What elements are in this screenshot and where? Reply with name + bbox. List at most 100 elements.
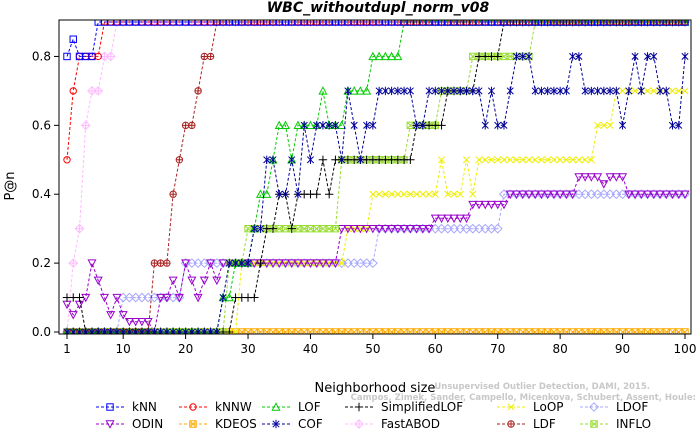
data-point-cof (219, 293, 227, 302)
legend-marker-knn (106, 403, 114, 411)
data-point-ldf (200, 52, 209, 61)
data-point-loop (562, 156, 570, 164)
data-point-odin (593, 173, 603, 182)
data-point-simplifiedlof (287, 224, 296, 233)
data-point-odin (362, 224, 372, 234)
data-point-simplifiedlof (268, 224, 278, 233)
data-point-odin (405, 224, 415, 234)
data-point-simplifiedlof (75, 293, 84, 302)
data-point-loop (406, 190, 414, 198)
data-point-ldf (156, 259, 165, 267)
data-point-odin (106, 311, 116, 320)
legend-item-ldof: LDOF (580, 400, 648, 414)
data-point-odin (156, 293, 166, 303)
data-point-odin (412, 224, 422, 234)
data-point-odin (511, 190, 521, 199)
data-point-cof (400, 86, 408, 96)
data-point-odin (399, 224, 409, 234)
data-point-kdeos (369, 328, 377, 334)
legend-label: LDF (533, 417, 556, 431)
data-point-ldf (175, 156, 184, 164)
data-point-cof (637, 86, 645, 96)
data-point-loop (519, 156, 527, 164)
data-point-odin (249, 259, 259, 268)
data-point-kdeos (312, 328, 321, 334)
data-point-kdeos (256, 328, 265, 334)
data-point-loop (375, 190, 383, 198)
data-point-cof (325, 121, 333, 130)
legend-label: ODIN (132, 417, 163, 431)
data-point-kdeos (618, 328, 627, 334)
data-point-simplifiedlof (225, 327, 234, 334)
legend-item-odin: ODIN (96, 417, 163, 431)
data-point-kdeos (269, 328, 277, 334)
series-line-odin (66, 176, 685, 334)
data-point-cof (650, 52, 658, 61)
data-point-kdeos (400, 328, 408, 334)
data-point-odin (555, 190, 565, 199)
data-point-loop (650, 87, 658, 95)
data-point-loop (481, 156, 489, 164)
data-point-odin (580, 173, 590, 182)
data-point-odin (181, 259, 191, 268)
watermark-line-2: Unsupervised Outlier Detection, DAMI, 20… (434, 382, 650, 392)
data-point-kdeos (612, 328, 621, 334)
data-point-cof (138, 327, 146, 334)
y-tick-label: 0.2 (32, 256, 51, 270)
data-point-odin (324, 259, 334, 268)
data-point-loop (500, 156, 508, 164)
data-point-cof (175, 327, 183, 334)
data-point-odin (355, 224, 365, 234)
data-point-odin (168, 276, 178, 286)
data-point-cof (107, 327, 115, 334)
data-point-kdeos (281, 328, 290, 334)
data-point-knnw (63, 156, 71, 164)
data-point-odin (212, 276, 222, 286)
data-point-odin (680, 190, 690, 199)
data-point-cof (594, 86, 602, 96)
data-point-kdeos (356, 328, 365, 334)
data-point-loop (400, 190, 408, 198)
data-point-cof (394, 86, 402, 96)
data-point-loop (338, 259, 346, 267)
data-point-lof (224, 292, 234, 302)
axis-ticks: 1 10 20 30 40 50 60 70 80 90 100 0.0 0.2 0.4 0.6 0.8 (32, 49, 697, 356)
data-point-kdeos (300, 328, 308, 334)
data-point-kdeos (631, 328, 639, 334)
data-point-cof (113, 327, 121, 334)
legend: kNN kNNW LOF SimplifiedLOF LoOP LDOF ODIN KDEOS… (96, 400, 651, 431)
data-point-cof (157, 327, 165, 334)
data-point-loop (294, 259, 302, 267)
x-tick-label: 70 (490, 342, 505, 356)
data-point-odin (199, 276, 209, 286)
data-point-kdeos (556, 328, 564, 334)
data-point-cof (556, 86, 564, 96)
data-point-loop (231, 328, 240, 334)
data-point-simplifiedlof (312, 190, 321, 199)
legend-marker-knnw (189, 403, 197, 411)
data-point-odin (630, 190, 640, 199)
data-point-cof (100, 327, 109, 334)
data-point-kdeos (575, 328, 583, 334)
data-point-lof (293, 120, 303, 130)
y-tick-label: 0.6 (32, 118, 51, 132)
data-point-loop (575, 156, 583, 164)
data-point-cof (506, 86, 514, 96)
data-point-loop (525, 156, 533, 164)
data-point-kdeos (375, 328, 383, 334)
x-tick-label: 80 (553, 342, 568, 356)
data-point-loop (381, 190, 389, 198)
data-point-cof (144, 327, 152, 334)
data-point-ldof (492, 223, 503, 234)
data-point-loop (319, 259, 327, 267)
data-point-odin (137, 317, 147, 327)
data-point-odin (468, 200, 478, 210)
legend-marker-ldof (589, 402, 599, 412)
data-point-loop (569, 156, 577, 164)
data-point-cof (656, 86, 664, 96)
data-point-cof (288, 155, 296, 164)
legend-marker-simplifiedlof (354, 402, 364, 412)
data-point-odin (280, 259, 291, 268)
data-point-kdeos (500, 328, 508, 334)
data-point-cof (494, 121, 502, 130)
